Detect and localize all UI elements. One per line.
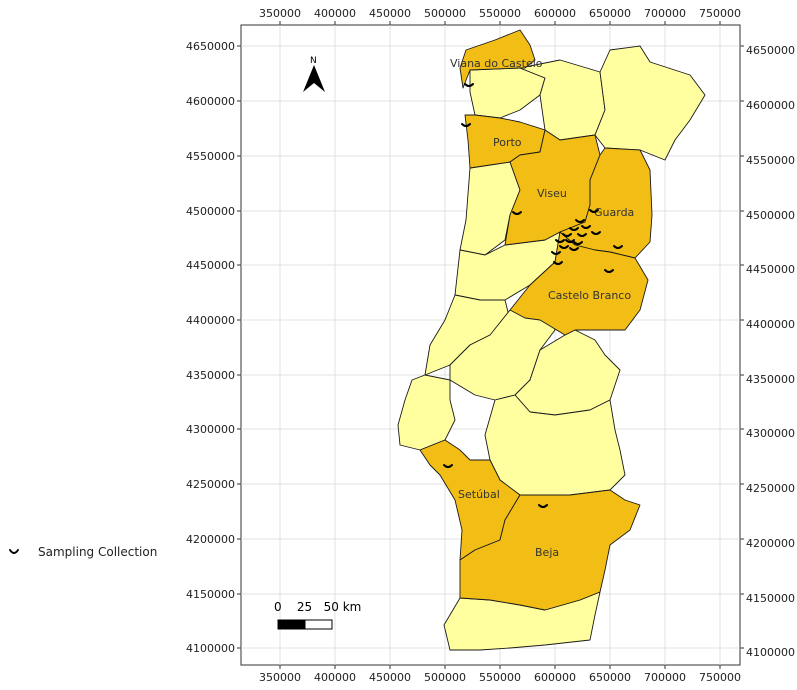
label-porto: Porto	[493, 136, 522, 149]
y-tick-label: 4150000	[186, 588, 235, 601]
north-arrow-label: N	[310, 56, 317, 66]
sampling-site-icon	[575, 219, 585, 223]
sampling-sites	[443, 83, 623, 508]
y-tick-label: 4250000	[746, 482, 795, 495]
y-tick-labels-right: 4650000 4600000 4550000 4500000 4450000 …	[746, 44, 795, 659]
label-beja: Beja	[535, 546, 559, 559]
sampling-site-icon	[559, 245, 569, 249]
region-labels: Viana do Castelo Porto Viseu Guarda Cast…	[450, 57, 634, 559]
sampling-site-icon	[461, 123, 471, 127]
y-tick-label: 4600000	[746, 99, 795, 112]
x-tick-label: 400000	[314, 671, 356, 684]
sampling-site-icon	[613, 245, 623, 249]
y-tick-label: 4300000	[746, 427, 795, 440]
label-viana-do-castelo: Viana do Castelo	[450, 57, 543, 70]
y-tick-label: 4200000	[746, 537, 795, 550]
sampling-site-icon	[589, 209, 599, 213]
y-tick-label: 4450000	[186, 259, 235, 272]
sampling-site-icon	[569, 247, 579, 251]
sampling-site-icon	[577, 233, 587, 237]
label-setubal: Setúbal	[458, 488, 500, 501]
sampling-site-icon	[565, 239, 575, 243]
sampling-site-icon	[551, 251, 561, 255]
legend-label: Sampling Collection	[38, 545, 158, 559]
label-viseu: Viseu	[537, 187, 567, 200]
y-tick-label: 4200000	[186, 533, 235, 546]
y-tick-label: 4250000	[186, 478, 235, 491]
y-tick-label: 4350000	[746, 373, 795, 386]
sampling-site-icon	[569, 227, 579, 231]
x-tick-label: 750000	[699, 671, 741, 684]
sampling-site-icon	[9, 549, 19, 554]
x-tick-label: 350000	[259, 671, 301, 684]
y-tick-label: 4100000	[746, 646, 795, 659]
district-castelo-branco	[509, 231, 649, 336]
x-tick-label: 500000	[424, 671, 466, 684]
x-tick-label: 650000	[589, 671, 631, 684]
scale-bar: 0 25 50 km	[274, 600, 361, 630]
sampling-site-icon	[553, 261, 563, 265]
x-axis-bottom	[279, 665, 721, 669]
y-tick-label: 4400000	[746, 318, 795, 331]
north-arrow: N	[303, 56, 325, 92]
y-tick-label: 4100000	[186, 642, 235, 655]
x-tick-label: 700000	[644, 671, 686, 684]
y-tick-label: 4500000	[186, 205, 235, 218]
sampling-site-icon	[538, 504, 548, 508]
sampling-site-icon	[581, 225, 591, 229]
x-tick-label: 600000	[534, 7, 576, 20]
y-tick-labels-left: 4650000 4600000 4550000 4500000 4450000 …	[186, 40, 235, 655]
x-tick-label: 350000	[259, 7, 301, 20]
x-tick-label: 450000	[369, 7, 411, 20]
y-axis-left-ticks	[237, 45, 241, 649]
y-axis-right-ticks	[740, 45, 744, 649]
label-guarda: Guarda	[594, 206, 634, 219]
x-tick-labels-bottom: 350000 400000 450000 500000 550000 60000…	[259, 671, 741, 684]
sampling-site-icon	[443, 464, 453, 468]
x-tick-label: 600000	[534, 671, 576, 684]
y-tick-label: 4550000	[746, 154, 795, 167]
district-viana-do-castelo	[459, 29, 536, 89]
y-tick-label: 4400000	[186, 314, 235, 327]
scale-bar-segment-white	[304, 619, 333, 630]
sampling-site-icon	[591, 231, 601, 235]
y-tick-label: 4300000	[186, 423, 235, 436]
x-tick-label: 750000	[699, 7, 741, 20]
label-castelo-branco: Castelo Branco	[548, 289, 631, 302]
x-tick-label: 550000	[479, 671, 521, 684]
sampling-site-icon	[464, 83, 474, 87]
scale-bar-segment-black	[277, 619, 306, 630]
sampling-site-icon	[573, 241, 583, 245]
sampling-site-icon	[512, 211, 522, 215]
y-tick-label: 4150000	[746, 592, 795, 605]
sampling-site-icon	[604, 269, 614, 273]
scale-bar-label: 0 25 50 km	[274, 600, 361, 614]
x-tick-label: 450000	[369, 671, 411, 684]
districts	[397, 29, 706, 651]
x-axis-top	[279, 21, 721, 25]
district-beja	[459, 489, 641, 611]
y-tick-label: 4600000	[186, 95, 235, 108]
y-tick-label: 4350000	[186, 369, 235, 382]
sampling-site-icon	[555, 239, 565, 243]
sampling-site-icon	[562, 233, 572, 237]
district-braganca	[594, 45, 706, 161]
north-arrow-icon	[303, 65, 325, 92]
x-tick-label: 400000	[314, 7, 356, 20]
x-tick-label: 550000	[479, 7, 521, 20]
y-tick-label: 4450000	[746, 263, 795, 276]
x-tick-label: 650000	[589, 7, 631, 20]
x-tick-labels-top: 350000 400000 450000 500000 550000 60000…	[259, 7, 741, 20]
y-tick-label: 4650000	[186, 40, 235, 53]
legend: Sampling Collection	[8, 545, 157, 559]
x-tick-label: 700000	[644, 7, 686, 20]
x-tick-label: 500000	[424, 7, 466, 20]
y-tick-label: 4550000	[186, 150, 235, 163]
y-tick-label: 4650000	[746, 44, 795, 57]
y-tick-label: 4500000	[746, 209, 795, 222]
